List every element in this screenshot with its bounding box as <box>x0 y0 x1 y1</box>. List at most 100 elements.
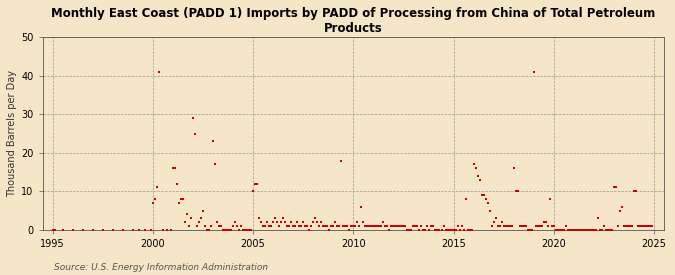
Point <box>607 228 618 232</box>
Point <box>564 228 575 232</box>
Point <box>452 224 463 228</box>
Point <box>324 228 335 232</box>
Point <box>442 228 453 232</box>
Point <box>466 228 477 232</box>
Point <box>356 205 367 209</box>
Point <box>215 224 226 228</box>
Point <box>494 224 505 228</box>
Point <box>200 224 211 228</box>
Point <box>320 224 331 228</box>
Point <box>432 228 443 232</box>
Point <box>318 224 329 228</box>
Point <box>572 228 583 232</box>
Point <box>49 228 60 232</box>
Point <box>632 224 643 228</box>
Point <box>396 224 407 228</box>
Point <box>478 193 489 197</box>
Point <box>498 224 509 228</box>
Point <box>601 228 612 232</box>
Point <box>338 224 349 228</box>
Point <box>223 228 234 232</box>
Point <box>645 224 655 228</box>
Point <box>354 224 364 228</box>
Point <box>426 224 437 228</box>
Point <box>522 228 533 232</box>
Point <box>450 228 461 232</box>
Point <box>340 224 351 228</box>
Text: Source: U.S. Energy Information Administration: Source: U.S. Energy Information Administ… <box>54 263 268 272</box>
Point <box>394 224 405 228</box>
Point <box>444 228 455 232</box>
Point <box>508 166 519 170</box>
Point <box>482 201 493 205</box>
Point <box>316 220 327 224</box>
Point <box>346 224 356 228</box>
Point <box>134 228 144 232</box>
Point <box>352 220 362 224</box>
Point <box>312 220 323 224</box>
Point <box>374 224 385 228</box>
Point <box>524 228 535 232</box>
Point <box>516 224 527 228</box>
Point <box>420 228 431 232</box>
Point <box>622 224 633 228</box>
Point <box>322 224 333 228</box>
Point <box>583 228 593 232</box>
Point <box>376 224 387 228</box>
Point <box>552 228 563 232</box>
Point <box>392 224 403 228</box>
Point <box>128 228 138 232</box>
Point <box>294 224 304 228</box>
Point <box>192 224 202 228</box>
Point <box>599 224 610 228</box>
Point <box>97 228 108 232</box>
Point <box>591 228 601 232</box>
Point <box>213 224 224 228</box>
Point <box>344 228 354 232</box>
Point <box>470 166 481 170</box>
Point <box>207 139 218 144</box>
Point <box>298 220 308 224</box>
Point <box>486 224 497 228</box>
Point <box>390 224 401 228</box>
Point <box>434 228 445 232</box>
Point <box>198 208 209 213</box>
Point <box>173 201 184 205</box>
Point <box>380 224 391 228</box>
Point <box>544 197 555 201</box>
Point <box>647 224 657 228</box>
Point <box>308 220 319 224</box>
Point <box>348 224 358 228</box>
Point <box>514 224 525 228</box>
Point <box>404 228 415 232</box>
Point <box>279 220 290 224</box>
Point <box>290 224 300 228</box>
Point <box>400 224 411 228</box>
Point <box>537 224 547 228</box>
Point <box>277 216 288 221</box>
Point <box>428 224 439 228</box>
Point <box>296 224 306 228</box>
Point <box>238 228 248 232</box>
Point <box>587 228 597 232</box>
Point <box>171 182 182 186</box>
Point <box>597 228 608 232</box>
Point <box>472 174 483 178</box>
Point <box>560 224 571 228</box>
Point <box>157 228 168 232</box>
Point <box>510 189 521 194</box>
Point <box>558 228 569 232</box>
Point <box>196 216 207 221</box>
Point <box>550 228 561 232</box>
Point <box>370 224 381 228</box>
Point <box>244 228 254 232</box>
Point <box>589 228 599 232</box>
Point <box>334 224 345 228</box>
Point <box>217 228 228 232</box>
Point <box>326 224 337 228</box>
Point <box>77 228 88 232</box>
Point <box>412 224 423 228</box>
Point <box>605 228 616 232</box>
Point <box>406 228 417 232</box>
Point <box>630 189 641 194</box>
